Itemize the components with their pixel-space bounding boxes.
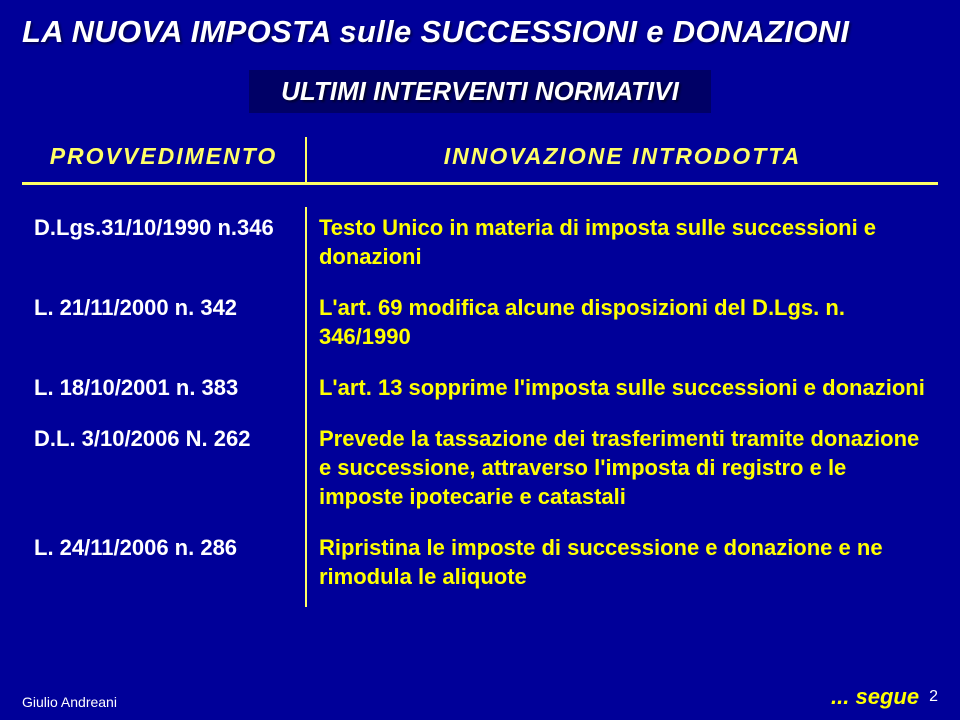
cell-provvedimento: L. 18/10/2001 n. 383	[22, 367, 306, 418]
cell-innovazione: Prevede la tassazione dei trasferimenti …	[306, 418, 938, 527]
cell-provvedimento: L. 21/11/2000 n. 342	[22, 287, 306, 367]
table-row: L. 18/10/2001 n. 383 L'art. 13 sopprime …	[22, 367, 938, 418]
slide: LA NUOVA IMPOSTA sulle SUCCESSIONI e DON…	[0, 0, 960, 720]
footer: Giulio Andreani ... segue 2	[0, 684, 960, 710]
cell-innovazione: L'art. 13 sopprime l'imposta sulle succe…	[306, 367, 938, 418]
cell-innovazione: Ripristina le imposte di successione e d…	[306, 527, 938, 607]
subtitle-box: ULTIMI INTERVENTI NORMATIVI	[249, 70, 711, 113]
cell-provvedimento: L. 24/11/2006 n. 286	[22, 527, 306, 607]
table-row: D.Lgs.31/10/1990 n.346 Testo Unico in ma…	[22, 207, 938, 287]
header-col1: PROVVEDIMENTO	[22, 137, 306, 184]
segue-box: ... segue 2	[831, 684, 938, 710]
main-title: LA NUOVA IMPOSTA sulle SUCCESSIONI e DON…	[22, 14, 938, 50]
cell-provvedimento: D.Lgs.31/10/1990 n.346	[22, 207, 306, 287]
header-divider	[22, 184, 938, 208]
page-number: 2	[929, 688, 938, 706]
cell-innovazione: Testo Unico in materia di imposta sulle …	[306, 207, 938, 287]
table-row: L. 21/11/2000 n. 342 L'art. 69 modifica …	[22, 287, 938, 367]
author-name: Giulio Andreani	[22, 694, 117, 710]
data-table: PROVVEDIMENTO INNOVAZIONE INTRODOTTA D.L…	[22, 137, 938, 607]
table-row: L. 24/11/2006 n. 286 Ripristina le impos…	[22, 527, 938, 607]
header-col2: INNOVAZIONE INTRODOTTA	[306, 137, 938, 184]
cell-innovazione: L'art. 69 modifica alcune disposizioni d…	[306, 287, 938, 367]
segue-text: ... segue	[831, 684, 919, 710]
cell-provvedimento: D.L. 3/10/2006 N. 262	[22, 418, 306, 527]
table-row: D.L. 3/10/2006 N. 262 Prevede la tassazi…	[22, 418, 938, 527]
table-header-row: PROVVEDIMENTO INNOVAZIONE INTRODOTTA	[22, 137, 938, 184]
